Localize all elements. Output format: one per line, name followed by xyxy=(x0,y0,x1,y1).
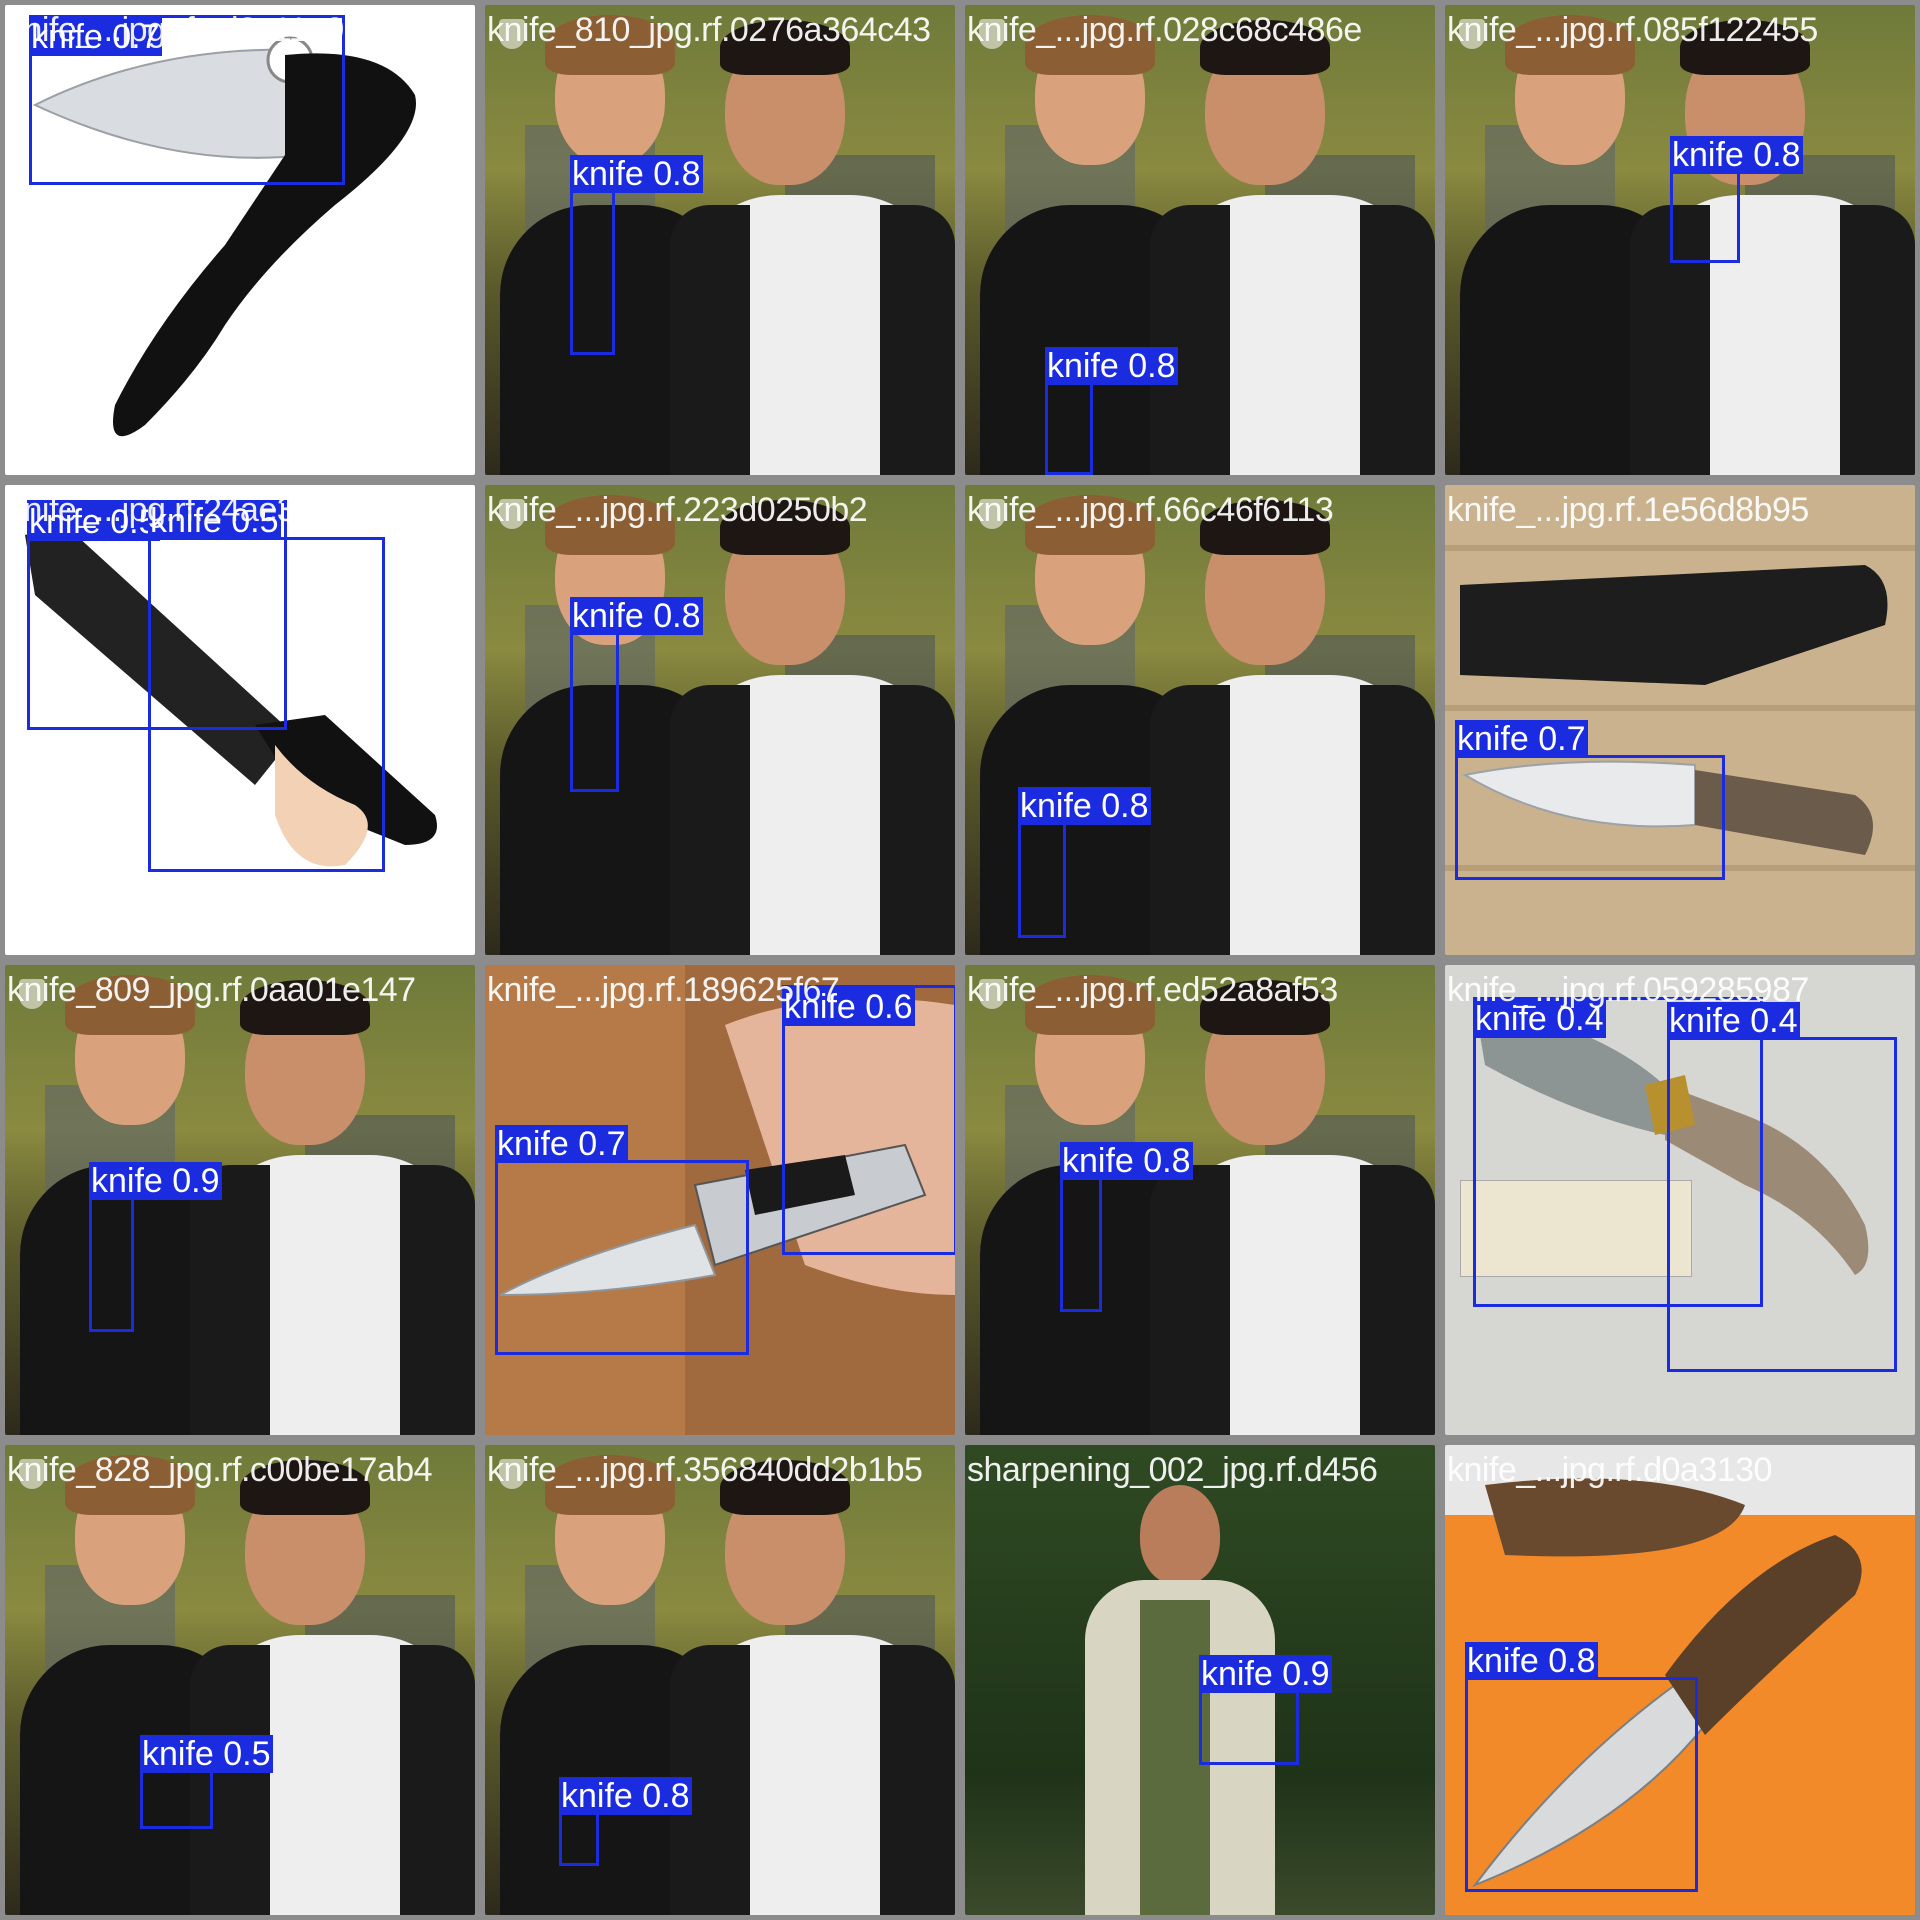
detection-box: knife 0.4 xyxy=(1473,997,1763,1307)
detection-box: knife 0.8 xyxy=(559,1777,692,1866)
detection-box: knife 0.8 xyxy=(1465,1642,1698,1892)
detection-box: knife 0.8 xyxy=(570,155,703,355)
detection-box: knife 0.6 xyxy=(782,985,955,1255)
detection-box: knife 0.8 xyxy=(1045,347,1178,475)
detection-label: knife 0.9 xyxy=(1199,1655,1332,1693)
tile-filename: knife_...jpg.rf.356840dd2b1b5 xyxy=(487,1451,923,1489)
detection-box: knife 0.8 xyxy=(1018,787,1151,938)
image-tile: knife_...jpg.rf.cd2c11e921 knife 0.7 xyxy=(5,5,475,475)
detection-label: knife 0.4 xyxy=(1667,1002,1800,1040)
tile-filename: knife_...jpg.rf.223d0250b2 xyxy=(487,491,868,529)
detection-label: knife 0.8 xyxy=(1045,347,1178,385)
tile-filename: knife_...jpg.rf.cd2c11e921 xyxy=(7,11,381,49)
image-tile: knife_...jpg.rf.059285987 knife 0.4 knife … xyxy=(1445,965,1915,1435)
detection-box: knife 0.9 xyxy=(89,1162,222,1332)
detection-label: knife 0.8 xyxy=(1018,787,1151,825)
tile-filename: knife_...jpg.rf.059285987 xyxy=(1447,971,1809,1009)
tile-filename: knife_...jpg.rf.085f122455 xyxy=(1447,11,1818,49)
tile-filename: knife_...jpg.rf.24ae3e9e9e xyxy=(7,491,388,529)
detection-box: knife 0.5 xyxy=(27,500,287,730)
detection-label: knife 0.7 xyxy=(495,1125,628,1163)
detection-label: knife 0.8 xyxy=(1465,1642,1598,1680)
detection-box: knife 0.8 xyxy=(1670,136,1803,263)
detection-label: knife 0.6 xyxy=(782,988,915,1026)
detection-label: knife 0.8 xyxy=(570,155,703,193)
detection-box: knife 0.8 xyxy=(570,597,703,792)
detection-box: knife 0.4 xyxy=(1667,1002,1897,1372)
detection-label: knife 0.5 xyxy=(27,503,160,541)
tile-filename: knife_...jpg.rf.189625f67 xyxy=(487,971,840,1009)
tile-filename: knife_828_jpg.rf.c00be17ab4 xyxy=(7,1451,433,1489)
detection-box: knife 0.7 xyxy=(1455,720,1725,880)
tile-filename: knife_809_jpg.rf.0aa01e147 xyxy=(7,971,416,1009)
tile-filename: knife_...jpg.rf.ed52a8af53 xyxy=(967,971,1338,1009)
tile-filename: knife_...jpg.rf.d0a3130 xyxy=(1447,1451,1772,1489)
detection-label: knife 0.8 xyxy=(570,597,703,635)
tile-filename: knife_...jpg.rf.1e56d8b95 xyxy=(1447,491,1809,529)
detection-label: knife 0.7 xyxy=(29,18,162,56)
detection-label: knife 0.9 xyxy=(89,1162,222,1200)
detection-label: knife 0.4 xyxy=(1473,1000,1606,1038)
detection-box: knife 0.7 xyxy=(495,1125,749,1355)
detection-label: knife 0.5 xyxy=(148,502,281,540)
detection-label: knife 0.5 xyxy=(140,1735,273,1773)
detection-box: knife 0.5 xyxy=(148,502,385,872)
detection-box: knife 0.8 xyxy=(1060,1142,1193,1312)
tile-filename: knife_...jpg.rf.66c46f6113 xyxy=(967,491,1334,529)
detection-box: knife 0.7 xyxy=(29,15,345,185)
detection-box: knife 0.5 xyxy=(140,1735,273,1829)
detection-label: knife 0.8 xyxy=(1060,1142,1193,1180)
detection-label: knife 0.8 xyxy=(1670,136,1803,174)
image-tile: knife_...jpg.rf.24ae3e9e9e knife 0.5 knife… xyxy=(5,485,475,955)
detection-box: knife 0.9 xyxy=(1199,1655,1332,1765)
tile-filename: knife_...jpg.rf.028c68c486e xyxy=(967,11,1362,49)
tile-filename: knife_810_jpg.rf.0276a364c43 xyxy=(487,11,931,49)
detection-label: knife 0.8 xyxy=(559,1777,692,1815)
tile-filename: sharpening_002_jpg.rf.d456 xyxy=(967,1451,1378,1489)
detection-label: knife 0.7 xyxy=(1455,720,1588,758)
